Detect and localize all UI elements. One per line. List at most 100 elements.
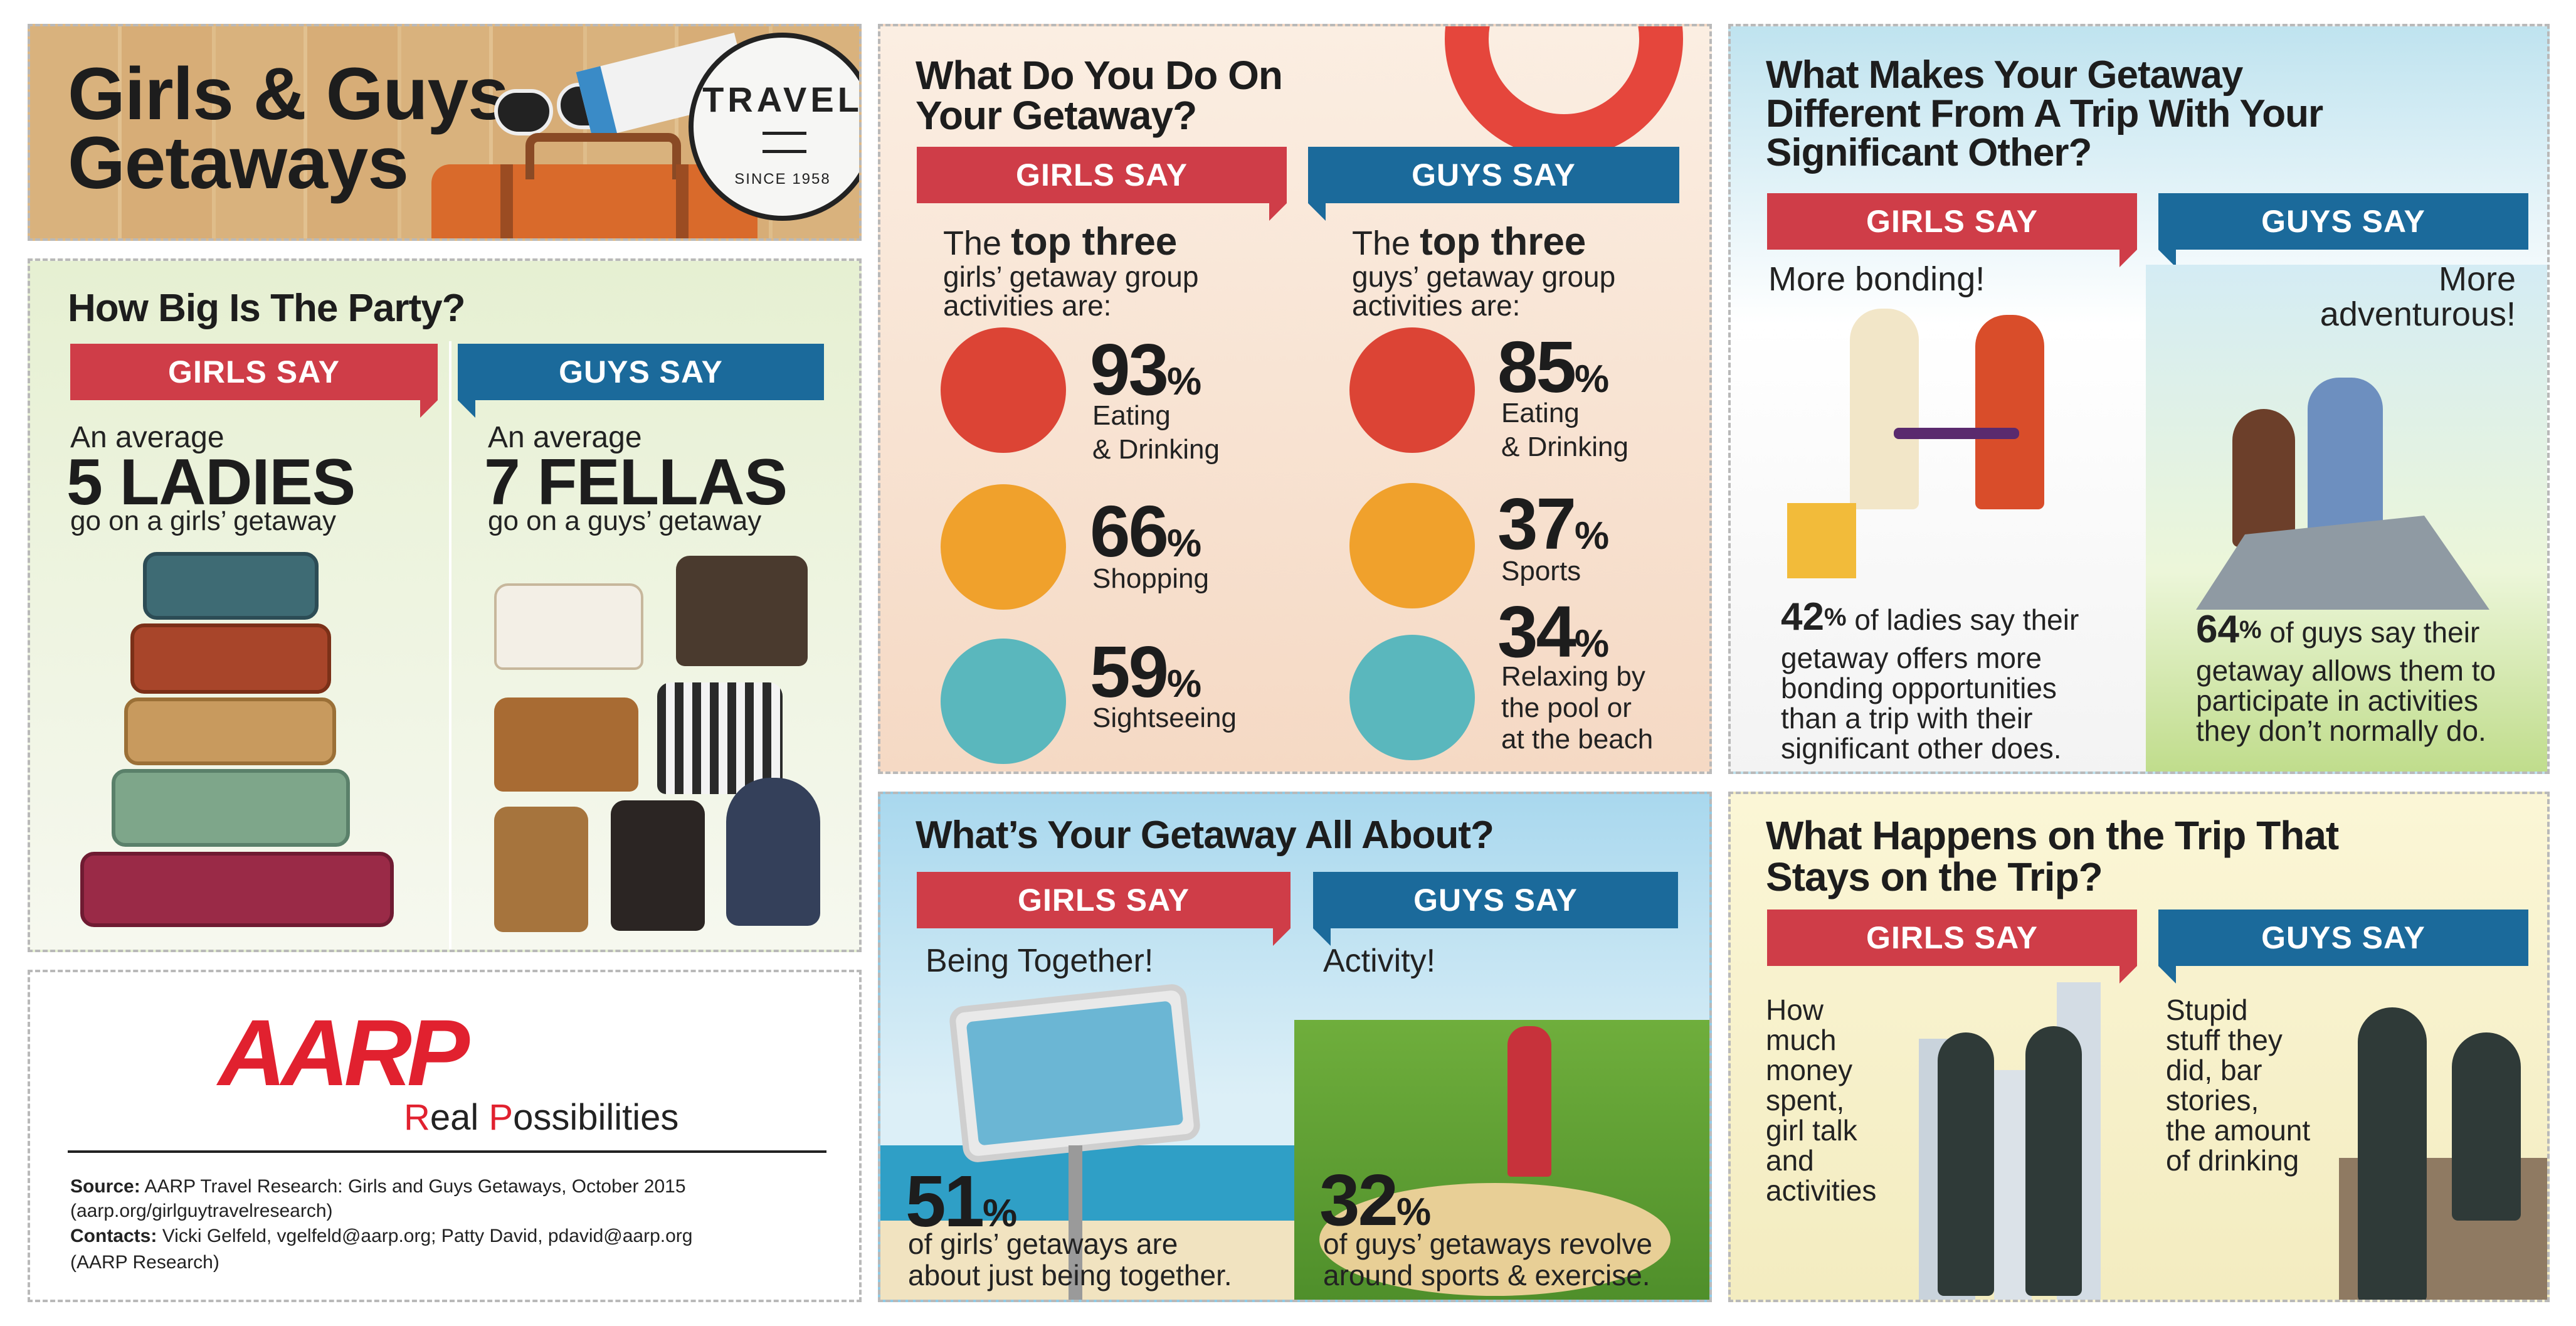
guys-item-3-label3: at the beach — [1501, 724, 1654, 755]
woman-silhouette-2 — [2025, 1026, 2082, 1296]
guys-pct-value: 64 — [2196, 608, 2239, 651]
different-girls-text5: significant other does. — [1781, 732, 2062, 765]
beer-icon — [1349, 327, 1475, 453]
tagline-ossibilities: ossibilities — [513, 1097, 679, 1138]
intro-bold: top three — [1011, 220, 1178, 263]
activities-heading-line2: Your Getaway? — [916, 93, 1197, 138]
life-ring-icon — [1445, 26, 1683, 158]
about-girls-lead: Being Together! — [926, 943, 1154, 979]
stays-girls-tab: GIRLS SAY — [1767, 910, 2137, 984]
girls-pct-value: 42 — [1781, 595, 1824, 639]
tagline-p: P — [488, 1097, 514, 1138]
about-girls-text2: about just being together. — [908, 1259, 1232, 1292]
aarp-tagline: Real Possibilities — [404, 1096, 678, 1138]
lighthouse-icon — [941, 639, 1066, 764]
girls-line: spent, — [1766, 1084, 1845, 1116]
activities-girls-tab: GIRLS SAY — [917, 147, 1287, 221]
aarp-panel: AARP Real Possibilities Source: AARP Tra… — [28, 970, 862, 1302]
about-guys-tab: GUYS SAY — [1313, 872, 1678, 946]
guys-item-3-label2: the pool or — [1501, 692, 1632, 723]
unit: % — [1575, 622, 1610, 666]
selfie-phone-icon — [948, 982, 1202, 1164]
page-title-line2: Getaways — [68, 122, 409, 204]
woman-brunette-figure — [1975, 315, 2044, 509]
different-guys-stat: 64% of guys say their — [2196, 610, 2535, 649]
contacts-org: (AARP Research) — [70, 1252, 219, 1273]
guys-line: the amount — [2166, 1114, 2311, 1147]
man-silhouette-2 — [2452, 1032, 2521, 1221]
source-text: AARP Travel Research: Girls and Guys Get… — [144, 1176, 686, 1197]
guys-line: stories, — [2166, 1084, 2259, 1116]
shopping-bag-icon — [941, 484, 1066, 610]
intro-pre: The — [1352, 225, 1420, 262]
different-guys-tab: GUYS SAY — [2158, 193, 2528, 267]
stamp-wave — [763, 132, 806, 153]
different-girls-stat: 42% of ladies say their — [1781, 598, 2119, 637]
activities-girls-intro-l1: The top three — [943, 220, 1177, 264]
shopping-bags-icon — [1787, 503, 1856, 578]
about-girls-text1: of girls’ getaways are — [908, 1228, 1178, 1260]
activities-guys-intro-l1: The top three — [1352, 220, 1586, 264]
suitcase-stack-2 — [130, 623, 331, 694]
fisherman-figure — [2308, 378, 2383, 541]
party-girls-tab: GIRLS SAY — [70, 344, 438, 418]
duffel-bag-white — [494, 583, 643, 670]
girls-line: and — [1766, 1144, 1814, 1177]
girls-line: money — [1766, 1054, 1853, 1086]
duffel-bag-brown — [494, 697, 638, 792]
beach-sea — [880, 1145, 1294, 1221]
woman-blonde-figure — [1850, 309, 1919, 509]
fisherman-partner-figure — [2232, 409, 2295, 547]
activities-guys-intro-l3: activities are: — [1352, 289, 1521, 322]
activities-girls-intro-l3: activities are: — [943, 289, 1112, 322]
golf-ball-icon — [1349, 483, 1475, 608]
girls-item-3-label1: Sightseeing — [1092, 703, 1237, 733]
party-girls-intro: An average — [70, 421, 224, 454]
source-url: (aarp.org/girlguytravelresearch) — [70, 1201, 333, 1221]
girls-line: much — [1766, 1024, 1837, 1056]
intro-bold: top three — [1420, 220, 1586, 263]
value: 51 — [905, 1160, 984, 1242]
source-line: Source: AARP Travel Research: Girls and … — [70, 1174, 686, 1199]
girls-line: How — [1766, 994, 1824, 1026]
different-guys-text3: participate in activities — [2196, 684, 2478, 717]
girls-item-3-pct: 59% — [1090, 630, 1201, 714]
stays-guys-list: Stupid stuff they did, bar stories, the … — [2166, 995, 2310, 1175]
contacts-text: Vicki Gelfeld, vgelfeld@aarp.org; Patty … — [162, 1226, 693, 1246]
activities-guys-tab: GUYS SAY — [1308, 147, 1679, 221]
woman-silhouette-1 — [1938, 1032, 1994, 1296]
about-guys-text2: around sports & exercise. — [1323, 1259, 1650, 1292]
girls-item-2-pct: 66% — [1090, 489, 1201, 573]
girls-item-2-label1: Shopping — [1092, 563, 1209, 594]
suitcase-stack-3 — [124, 697, 336, 765]
guys-item-3-pct: 34% — [1497, 590, 1609, 674]
value: 85 — [1497, 326, 1576, 408]
value: 37 — [1497, 483, 1576, 565]
suitcase-stack-4 — [112, 769, 350, 847]
different-girls-text3: bonding opportunities — [1781, 672, 2057, 704]
stays-guys-tab: GUYS SAY — [2158, 910, 2528, 984]
different-guys-text4: they don’t normally do. — [2196, 714, 2486, 747]
snorkel-mask-icon — [1349, 635, 1475, 760]
golf-bunker — [1319, 1183, 1671, 1296]
different-girls-tab: GIRLS SAY — [1767, 193, 2137, 267]
girls-item-1-label2: & Drinking — [1092, 434, 1220, 465]
travel-stamp: TRAVEL SINCE 1958 — [689, 33, 859, 221]
about-guys-text1: of guys’ getaways revolve — [1323, 1228, 1653, 1260]
backpack-tan — [494, 807, 588, 932]
guys-pct-unit: % — [2239, 616, 2262, 644]
guys-line: did, bar — [2166, 1054, 2262, 1086]
contacts-line: Contacts: Vicki Gelfeld, vgelfeld@aarp.o… — [70, 1226, 692, 1247]
value: 66 — [1090, 491, 1169, 572]
about-guys-pct: 32% — [1319, 1158, 1431, 1242]
unit: % — [1167, 662, 1202, 706]
different-heading-line3: Significant Other? — [1766, 131, 2092, 174]
about-guys-lead: Activity! — [1323, 943, 1436, 979]
guys-line: Stupid — [2166, 994, 2248, 1026]
selfie-stick — [1069, 1145, 1082, 1300]
guys-item-1-label1: Eating — [1501, 398, 1580, 428]
different-girls-lead: More bonding! — [1768, 260, 1985, 298]
girls-line: girl talk — [1766, 1114, 1857, 1147]
about-panel: What’s Your Getaway All About? GIRLS SAY… — [878, 792, 1712, 1302]
girls-pct-unit: % — [1824, 603, 1847, 631]
